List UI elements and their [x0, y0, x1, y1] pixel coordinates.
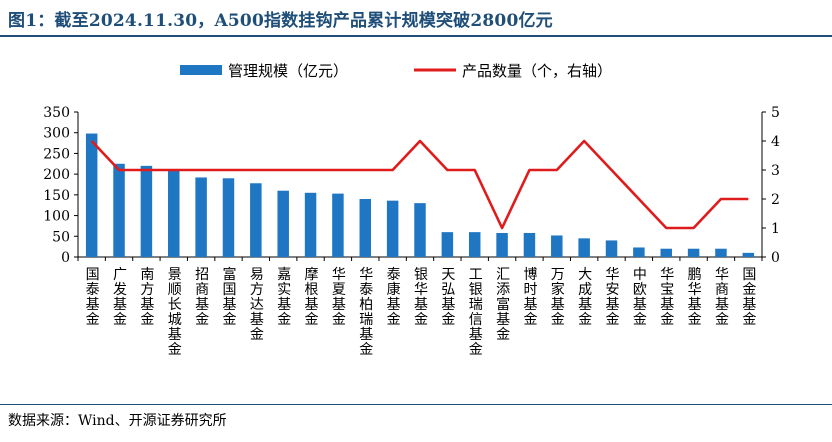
y-left-tick-label: 300 [43, 126, 70, 142]
x-tick-label: 华夏基金 [332, 267, 346, 328]
y-left-tick-label: 250 [43, 146, 70, 162]
figure-title: 图1：截至2024.11.30，A500指数挂钩产品累计规模突破2800亿元 [8, 11, 553, 31]
x-tick-label: 鹏华基金 [688, 267, 702, 328]
bar [715, 248, 727, 257]
y-left-tick-label: 0 [61, 250, 70, 266]
bar [578, 238, 590, 257]
source-note: 数据来源：Wind、开源证券研究所 [8, 413, 227, 429]
axes: 0 50 100 150 200 250 300 350 0 1 2 3 4 5 [43, 105, 780, 266]
line-series [90, 139, 749, 230]
bar [468, 232, 481, 257]
x-tick-label: 银华基金 [414, 267, 428, 328]
x-axis-labels: 国泰基金广发基金南方基金景顺长城基金招商基金富国基金易方达基金嘉实基金摩根基金华… [86, 266, 757, 358]
bar [195, 177, 207, 257]
x-tick-label: 泰康基金 [387, 267, 401, 328]
bar [332, 193, 344, 257]
y-right-tick-label: 0 [771, 250, 780, 266]
legend: 管理规模（亿元） 产品数量（个，右轴） [180, 62, 612, 80]
x-tick-label: 华安基金 [606, 267, 620, 328]
bar [113, 163, 125, 257]
bar-series [85, 133, 755, 257]
y-left-tick-label: 350 [43, 105, 70, 121]
x-tick-label: 华宝基金 [660, 267, 674, 328]
footer-divider [0, 404, 832, 405]
bar [441, 232, 454, 257]
y-right-tick-label: 3 [771, 163, 780, 179]
bar [496, 232, 508, 257]
x-tick-label: 南方基金 [140, 267, 154, 328]
x-tick-label: 汇添富基金 [496, 267, 510, 343]
y-right-tick-label: 4 [771, 134, 780, 150]
x-tick-label: 华泰柏瑞基金 [359, 267, 373, 358]
bar [168, 170, 180, 257]
bar [687, 248, 700, 257]
x-tick-label: 工银瑞信基金 [469, 267, 483, 358]
y-right-tick-label: 1 [771, 221, 780, 237]
bar [660, 248, 672, 257]
bar [304, 192, 317, 257]
x-tick-label: 博时基金 [523, 266, 537, 328]
x-tick-label: 中欧基金 [633, 267, 647, 328]
y-left-tick-label: 100 [43, 209, 70, 225]
y-left-tick-label: 50 [52, 229, 70, 245]
y-left-tick-label: 150 [43, 188, 70, 204]
x-tick-label: 万家基金 [551, 267, 565, 328]
x-tick-label: 华商基金 [715, 267, 729, 328]
bar [140, 165, 153, 257]
x-tick-label: 嘉实基金 [277, 267, 291, 328]
legend-bar-swatch [180, 65, 222, 75]
bar [523, 232, 536, 257]
x-tick-label: 景顺长城基金 [168, 267, 182, 358]
x-tick-label: 天弘基金 [441, 267, 455, 328]
x-tick-label: 国金基金 [742, 267, 756, 328]
bar [742, 252, 755, 257]
bar [359, 199, 372, 257]
x-tick-label: 易方达基金 [250, 267, 264, 343]
bar [551, 235, 563, 257]
x-tick-label: 富国基金 [222, 266, 236, 328]
bar [414, 203, 426, 257]
title-divider [0, 35, 832, 37]
legend-line-label: 产品数量（个，右轴） [462, 62, 612, 80]
x-tick-label: 摩根基金 [305, 266, 319, 328]
chart: 管理规模（亿元） 产品数量（个，右轴） 050100150200250300350… [43, 62, 780, 358]
bar [277, 190, 289, 257]
bar [605, 240, 618, 257]
y-right-tick-label: 2 [771, 192, 780, 208]
y-left-tick-label: 200 [43, 167, 70, 183]
x-tick-label: 招商基金 [195, 267, 209, 328]
y-right-tick-label: 5 [771, 105, 780, 121]
x-tick-label: 大成基金 [578, 267, 592, 328]
x-tick-label: 广发基金 [113, 267, 127, 328]
bar [222, 178, 235, 257]
bar [250, 183, 262, 257]
bar [386, 200, 399, 257]
bar [633, 247, 645, 257]
legend-bar-label: 管理规模（亿元） [228, 62, 348, 80]
bar [85, 133, 98, 257]
x-tick-label: 国泰基金 [86, 267, 100, 328]
